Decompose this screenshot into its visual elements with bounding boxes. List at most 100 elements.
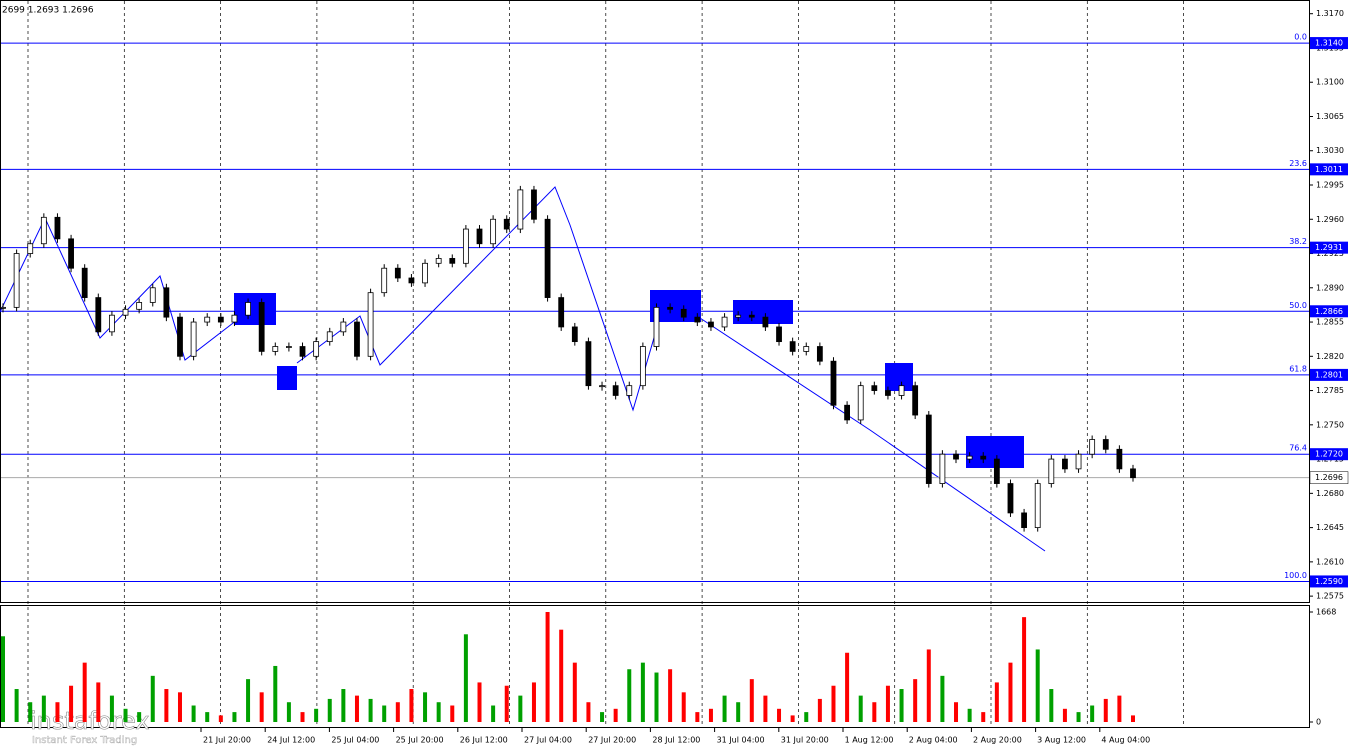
volume-bar <box>885 685 890 722</box>
fib-level-label: 50.0 <box>1289 301 1307 310</box>
y-tick-label: 1.2610 <box>1316 557 1344 566</box>
candle <box>95 297 102 333</box>
fib-price-box <box>1310 448 1348 461</box>
candle <box>1089 439 1096 455</box>
volume-bar <box>259 692 264 722</box>
volume-bar <box>1035 649 1040 722</box>
candle <box>571 326 578 343</box>
y-tick-label: 1.2995 <box>1316 181 1344 190</box>
volume-bar <box>41 695 46 722</box>
volume-bar <box>436 702 441 722</box>
fib-price-label: 1.2720 <box>1315 450 1343 459</box>
zone <box>234 293 276 325</box>
y-tick-label: 1.3170 <box>1316 9 1344 18</box>
volume-bar <box>1008 662 1013 722</box>
volume-bar <box>518 695 523 722</box>
candle <box>789 341 796 352</box>
candle <box>1130 468 1136 479</box>
volume-bar <box>82 662 87 722</box>
candle <box>190 321 197 357</box>
y-tick-label: 1.2645 <box>1316 523 1344 532</box>
y-tick-label: 1.2785 <box>1316 386 1344 395</box>
candle <box>966 455 973 460</box>
volume-bar <box>55 702 60 722</box>
candle <box>476 228 483 245</box>
y-tick-label: 1.2820 <box>1316 352 1344 361</box>
volume-bar <box>409 689 414 722</box>
brand: instaforex <box>30 707 150 735</box>
fib-level-label: 0.0 <box>1294 33 1307 42</box>
candle <box>653 306 660 347</box>
x-tick-label: 31 Jul 20:00 <box>781 736 829 745</box>
volume-bar <box>423 692 428 722</box>
current-price-box <box>1309 471 1349 484</box>
fib-price-box <box>1310 575 1348 588</box>
vertical-grid <box>27 1 1184 727</box>
volume-bar <box>940 675 945 722</box>
fib-price-box <box>1310 241 1348 254</box>
candle <box>585 341 592 387</box>
candle <box>857 385 864 421</box>
candle <box>1034 483 1041 529</box>
volume-bar <box>300 712 305 722</box>
fib-price-box <box>1310 37 1348 50</box>
volume-bar <box>708 708 713 722</box>
candle <box>708 321 714 328</box>
candle <box>245 302 251 316</box>
candle <box>939 453 946 484</box>
x-tick-label: 31 Jul 04:00 <box>717 736 765 745</box>
volume-bar <box>1022 617 1027 722</box>
candle <box>299 346 306 357</box>
candle <box>612 385 619 396</box>
candle <box>490 218 497 245</box>
volume-bar <box>926 649 931 722</box>
zigzag-line <box>296 186 666 412</box>
header: 2699 1.2693 1.2696 <box>2 6 94 16</box>
candle <box>13 253 20 308</box>
candle <box>694 316 701 323</box>
volume-bar <box>69 685 74 722</box>
volume-bar <box>763 695 768 722</box>
candle <box>109 314 115 333</box>
fib-price-label: 1.3140 <box>1315 39 1343 48</box>
volume-bar <box>600 712 605 722</box>
volume-bar <box>695 712 700 722</box>
x-tick-label: 26 Jul 12:00 <box>460 736 508 745</box>
candle <box>830 360 837 406</box>
candle <box>54 216 61 240</box>
candle <box>163 287 170 318</box>
candle <box>462 228 469 264</box>
volume-bar <box>994 682 999 722</box>
candle <box>748 314 755 318</box>
volume-bar <box>1 636 5 722</box>
candle <box>980 455 987 460</box>
fib-price-box <box>1310 305 1348 318</box>
volume-bar <box>668 669 673 722</box>
candle <box>40 216 47 245</box>
candle <box>639 346 646 387</box>
candle <box>231 314 238 323</box>
candle <box>762 316 769 328</box>
candle <box>272 346 279 352</box>
volume-bar <box>1103 698 1108 722</box>
candle <box>177 316 183 357</box>
x-tick-label: 2 Aug 20:00 <box>973 736 1022 745</box>
y-tick-label: 1.3030 <box>1316 146 1344 155</box>
x-tick-label: 2 Aug 04:00 <box>909 736 958 745</box>
x-tick-label: 28 Jul 12:00 <box>652 736 700 745</box>
volume-bar <box>286 702 291 722</box>
fib-level-label: 100.0 <box>1284 571 1307 580</box>
volume-bar <box>395 702 400 722</box>
volume-bar <box>218 715 223 722</box>
volume-tick-label: 1668 <box>1316 608 1336 617</box>
x-tick-label: 27 Jul 20:00 <box>588 736 636 745</box>
volume-bar <box>749 679 754 722</box>
candle <box>367 292 374 357</box>
x-tick-label: 25 Jul 04:00 <box>331 736 379 745</box>
fib-price-label: 1.3011 <box>1315 165 1343 174</box>
volume-bar <box>1131 715 1135 722</box>
volume-bar <box>627 669 632 722</box>
volume-bar <box>150 675 155 722</box>
candle <box>122 308 129 316</box>
